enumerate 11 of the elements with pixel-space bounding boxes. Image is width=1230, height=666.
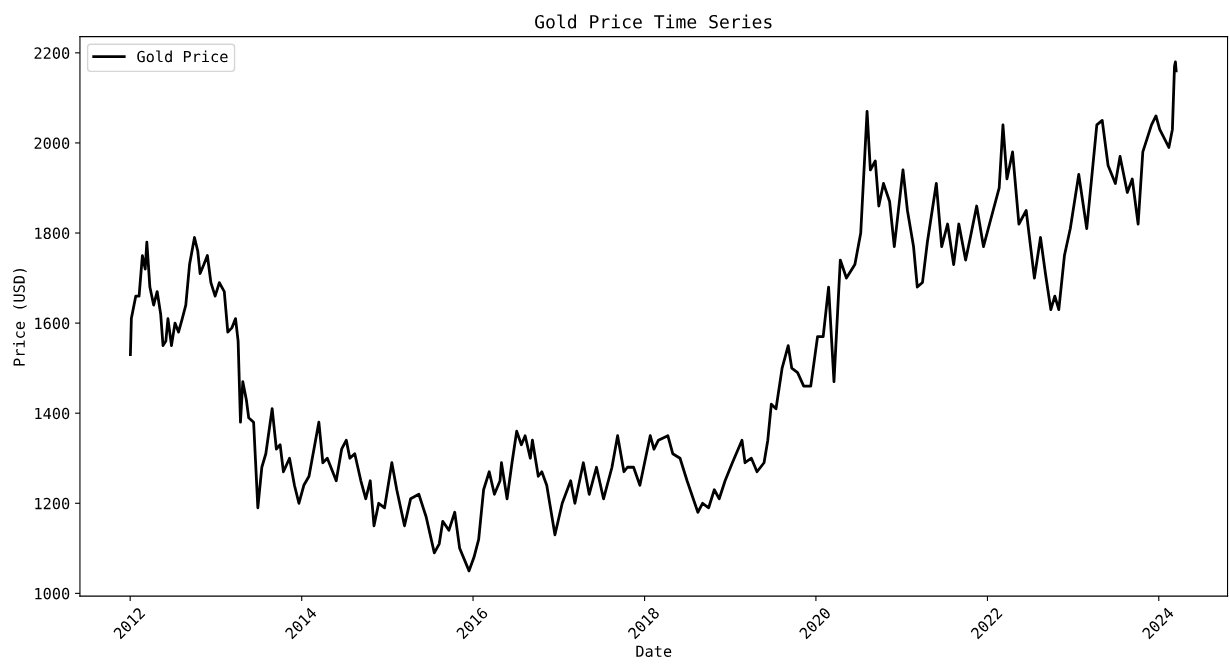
y-tick-label: 1000	[35, 587, 70, 600]
x-axis-title: Date	[636, 645, 672, 657]
chart-title: Gold Price Time Series	[535, 14, 772, 29]
legend-label: Gold Price	[137, 50, 228, 63]
y-tick-label: 1200	[35, 497, 70, 510]
y-tick-label: 1800	[35, 227, 70, 240]
y-axis-title: Price (USD)	[13, 268, 27, 366]
y-tick-label: 2200	[34, 47, 70, 59]
y-tick-label: 1400	[35, 407, 70, 420]
y-tick-label: 1600	[35, 317, 70, 330]
y-tick-label: 2000	[34, 137, 70, 149]
